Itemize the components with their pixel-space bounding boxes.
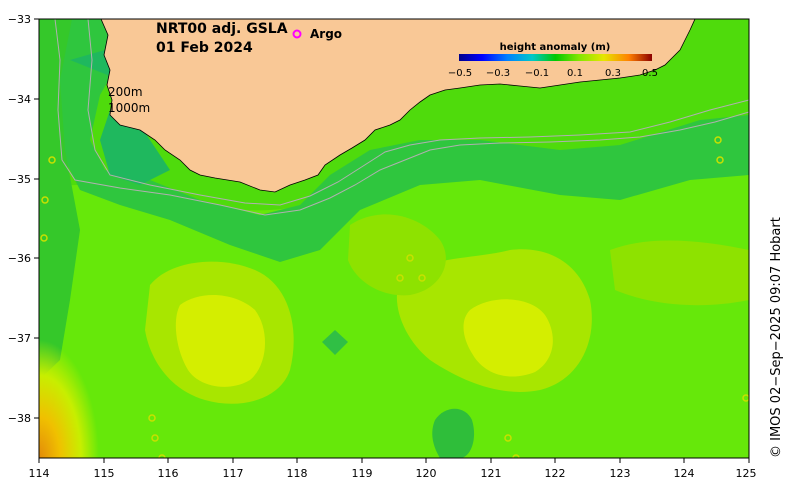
isobath-1000m — [54, 19, 749, 216]
anomaly-region-diamond — [322, 330, 348, 355]
plot-frame — [38, 18, 750, 459]
x-tick-label: 116 — [158, 467, 179, 480]
colorbar-tick: −0.1 — [525, 68, 549, 79]
anomaly-region-east-band — [610, 240, 749, 306]
plot-area — [39, 19, 749, 461]
colorbar-legend: height anomaly (m) −0.5 −0.3 −0.1 0.1 0.… — [448, 42, 658, 79]
colorbar-tick: 0.3 — [605, 68, 621, 79]
x-tick-label: 122 — [545, 467, 566, 480]
y-tick-label: −35 — [8, 173, 31, 186]
anomaly-region-dark-west-strip — [39, 19, 80, 380]
australia-land — [100, 19, 696, 193]
argo-markers — [40, 136, 749, 461]
anomaly-region-light-green — [39, 170, 749, 458]
argo-float[interactable] — [504, 434, 512, 442]
argo-float[interactable] — [418, 274, 426, 282]
x-tick-label: 121 — [481, 467, 502, 480]
argo-float[interactable] — [151, 434, 159, 442]
x-tick-label: 115 — [94, 467, 115, 480]
argo-legend-icon — [292, 29, 302, 39]
map-title: NRT00 adj. GSLA — [156, 21, 288, 37]
argo-float[interactable] — [158, 454, 166, 461]
anomaly-region-eddy-east-core — [463, 299, 553, 377]
colorbar-tick: 0.5 — [642, 68, 658, 79]
credit-text: © IMOS 02−Sep−2025 09:07 Hobart — [769, 217, 784, 458]
argo-float[interactable] — [148, 414, 156, 422]
x-tick-label: 120 — [416, 467, 437, 480]
isobath-200m — [87, 19, 749, 206]
x-axis-labels: 114 115 116 117 118 119 120 121 122 123 … — [29, 467, 757, 480]
y-tick-label: −34 — [8, 93, 31, 106]
colorbar-tick: −0.5 — [448, 68, 472, 79]
x-tick-label: 123 — [610, 467, 631, 480]
isobath-1000m-label: 1000m — [108, 101, 150, 115]
argo-float[interactable] — [406, 254, 414, 262]
anomaly-region-south-dark-pocket — [432, 408, 475, 458]
anomaly-region-southwest-hot — [39, 340, 99, 458]
axis-ticks — [34, 18, 750, 463]
argo-float[interactable] — [48, 156, 56, 164]
argo-float[interactable] — [396, 274, 404, 282]
x-tick-label: 117 — [223, 467, 244, 480]
colorbar-title: height anomaly (m) — [500, 42, 611, 53]
colorbar — [459, 54, 652, 61]
x-tick-label: 118 — [287, 467, 308, 480]
y-tick-label: −37 — [8, 332, 31, 345]
y-axis-labels: −33 −34 −35 −36 −37 −38 — [8, 13, 31, 425]
y-tick-label: −36 — [8, 252, 31, 265]
map-date: 01 Feb 2024 — [156, 40, 253, 56]
x-tick-label: 124 — [674, 467, 695, 480]
x-tick-label: 114 — [29, 467, 50, 480]
x-tick-label: 125 — [736, 467, 757, 480]
argo-float[interactable] — [40, 234, 48, 242]
argo-float[interactable] — [716, 156, 724, 164]
argo-float[interactable] — [714, 136, 722, 144]
colorbar-tick: 0.1 — [567, 68, 583, 79]
isobath-200m-label: 200m — [108, 85, 143, 99]
argo-float[interactable] — [41, 196, 49, 204]
y-tick-label: −33 — [8, 13, 31, 26]
argo-float[interactable] — [512, 454, 520, 461]
argo-float[interactable] — [742, 394, 749, 402]
anomaly-region-eddy-west-core — [175, 294, 266, 387]
colorbar-tick: −0.3 — [486, 68, 510, 79]
y-tick-label: −38 — [8, 412, 31, 425]
argo-legend-label: Argo — [310, 27, 342, 41]
x-tick-label: 119 — [352, 467, 373, 480]
